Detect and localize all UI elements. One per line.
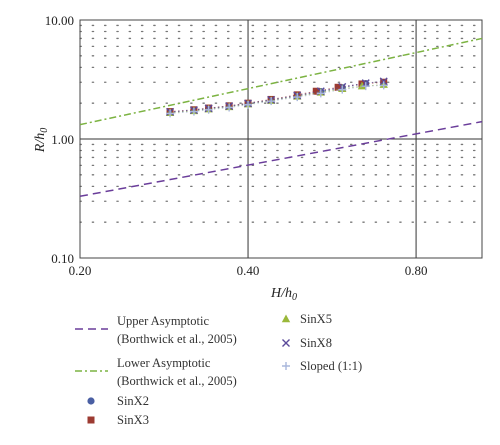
legend-label: Sloped (1:1) [300,359,362,373]
legend-swatch [282,339,290,347]
legend-label: Lower Asymptotic (Borthwick et al., 2005) [117,356,237,388]
legend-swatch [87,416,95,424]
y-tick-label: 0.10 [51,251,74,266]
legend-swatch [281,314,291,323]
series-sinx3 [166,78,388,116]
data-point-sloped-1-1 [293,93,302,102]
legend-label: SinX8 [300,336,332,350]
legend-swatch [87,397,95,405]
legend-label: SinX3 [117,413,149,427]
data-point-sinx8 [379,77,388,86]
upper-asymptotic-line [79,120,483,198]
data-point-sloped-1-1 [379,81,388,90]
y-axis-label: R/h0 [33,128,50,153]
legend-label: SinX2 [117,394,149,408]
data-point-sloped-1-1 [361,82,370,91]
data-point-sloped-1-1 [225,103,234,112]
x-tick-label: 0.20 [69,263,92,278]
plot-frame [79,19,483,259]
y-tick-labels: 0.10 1.00 10.00 [45,13,74,266]
x-tick-label: 0.80 [405,263,428,278]
reference-lines [79,37,483,198]
minor-grid [79,24,483,223]
data-point-sloped-1-1 [189,107,198,116]
series-connector [170,84,384,114]
data-points [165,77,388,118]
x-axis-label: H/h0 [270,286,297,303]
legend-label: SinX5 [300,312,332,326]
series-sloped-1-1 [166,81,388,118]
lower-asymptotic-line [79,37,483,126]
major-grid [80,20,482,258]
legend: Upper Asymptotic (Borthwick et al., 2005)… [75,312,362,427]
data-point-sloped-1-1 [244,100,253,109]
data-point-sinx3 [312,87,320,95]
data-point-sloped-1-1 [166,109,175,118]
series-connector [170,81,384,113]
data-point-sloped-1-1 [204,105,213,114]
x-tick-label: 0.40 [237,263,260,278]
x-tick-labels: 0.20 0.40 0.80 [69,263,428,278]
data-point-sloped-1-1 [316,89,325,98]
data-point-sloped-1-1 [338,85,347,94]
series-connector [170,80,384,113]
data-point-sloped-1-1 [267,97,276,106]
series-sinx8 [166,77,388,116]
legend-swatch [282,362,290,370]
data-point-sinx3 [334,83,342,91]
y-tick-label: 1.00 [51,132,74,147]
legend-label: Upper Asymptotic (Borthwick et al., 2005) [117,314,237,346]
y-tick-label: 10.00 [45,13,74,28]
